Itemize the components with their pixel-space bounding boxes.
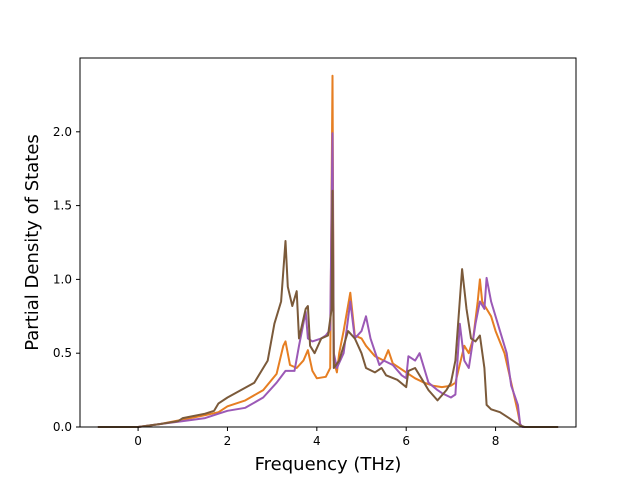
x-tick-label: 8	[492, 434, 500, 448]
y-axis-label: Partial Density of States	[22, 134, 43, 351]
series-line-2	[97, 132, 559, 428]
series-line-3	[97, 189, 559, 428]
x-tick-label: 0	[134, 434, 142, 448]
x-axis: 0 2 4 6 8	[134, 427, 499, 448]
y-tick-label: 1.5	[53, 199, 72, 213]
y-tick-label: 1.0	[53, 272, 72, 286]
series-lines	[97, 74, 559, 428]
x-tick-label: 2	[224, 434, 232, 448]
series-line-1	[97, 74, 559, 428]
y-tick-label: 2.0	[53, 125, 72, 139]
x-axis-label: Frequency (THz)	[255, 454, 402, 475]
x-tick-label: 6	[402, 434, 410, 448]
x-tick-label: 4	[313, 434, 321, 448]
y-axis: 0.0 0.5 1.0 1.5 2.0	[53, 125, 80, 434]
y-tick-label: 0.0	[53, 420, 72, 434]
y-tick-label: 0.5	[53, 346, 72, 360]
plot-frame	[79, 57, 577, 428]
